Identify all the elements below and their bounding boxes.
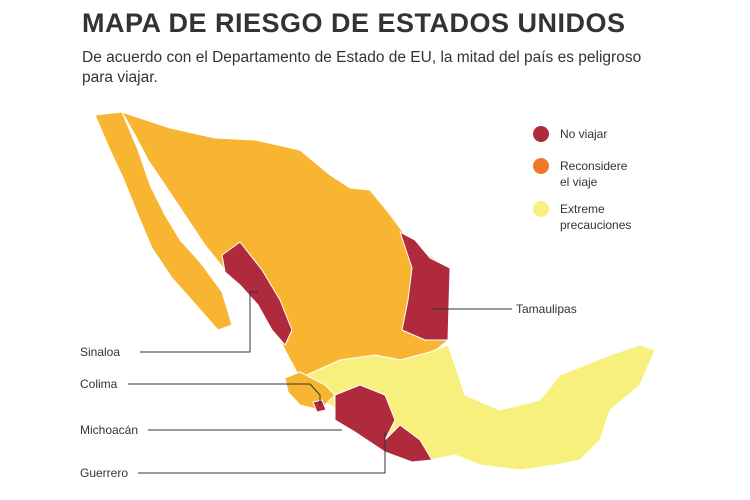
legend-label: No viajar	[560, 127, 608, 141]
callout-label: Guerrero	[80, 466, 129, 480]
legend-swatch	[533, 126, 549, 142]
callout-line	[138, 432, 386, 474]
michoacan-guerrero	[334, 384, 433, 463]
callout-label: Sinaloa	[80, 345, 121, 359]
tamaulipas	[399, 231, 451, 341]
title: MAPA DE RIESGO DE ESTADOS UNIDOS	[82, 8, 626, 38]
legend-label: Reconsidere el viaje	[560, 159, 628, 189]
callout-line	[140, 291, 258, 353]
callout-line	[128, 383, 321, 405]
callout-label: Michoacán	[80, 423, 139, 437]
callout-label: Tamaulipas	[516, 302, 577, 316]
subtitle: De acuerdo con el Departamento de Estado…	[82, 49, 642, 86]
legend-label: Extreme precauciones	[560, 202, 632, 232]
baja-peninsula	[94, 111, 233, 331]
callout-label: Colima	[80, 377, 118, 391]
legend-swatch	[533, 201, 549, 217]
colima	[312, 399, 327, 413]
sinaloa-nayarit	[221, 241, 293, 346]
legend-swatch	[533, 158, 549, 174]
